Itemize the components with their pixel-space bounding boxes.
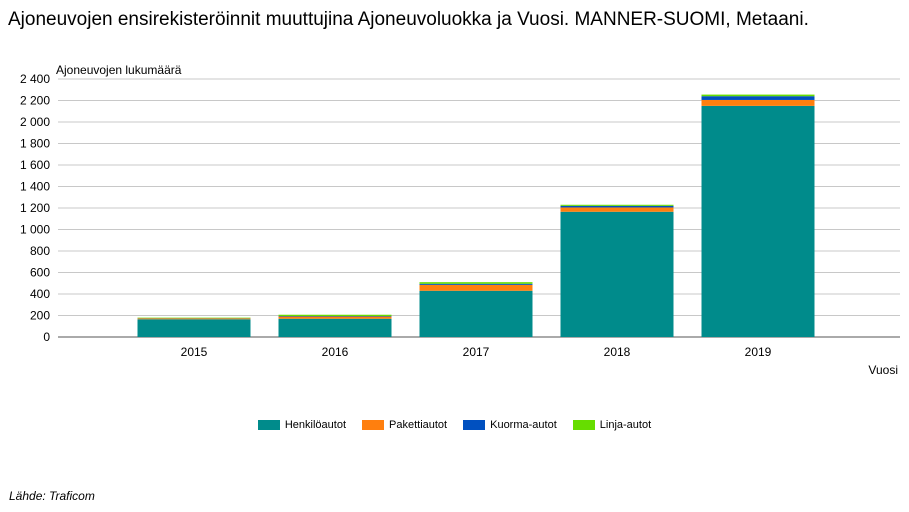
legend-item: Kuorma-autot	[463, 419, 557, 431]
legend-swatch	[463, 420, 486, 430]
legend-swatch	[572, 420, 595, 430]
legend-item: Linja-autot	[572, 419, 652, 431]
bar-segment	[137, 318, 251, 320]
bar-segment	[560, 207, 674, 212]
x-tick-label: 2016	[322, 345, 349, 359]
y-tick-label: 1 200	[20, 201, 50, 215]
y-tick-label: 2 000	[20, 115, 50, 129]
bar-segment	[278, 316, 392, 317]
legend-swatch	[362, 420, 385, 430]
bar-stack-2016	[278, 314, 392, 337]
x-tick-label: 2019	[745, 345, 772, 359]
y-axis-label: Ajoneuvojen lukumäärä	[56, 63, 182, 77]
bar-stack-2019	[701, 94, 815, 337]
y-tick-label: 1 800	[20, 137, 50, 151]
bar-segment	[137, 319, 251, 337]
y-tick-label: 1 600	[20, 158, 50, 172]
bar-stacks	[137, 94, 815, 337]
bar-segment	[419, 283, 533, 285]
legend-label: Pakettiautot	[389, 419, 448, 431]
legend-item: Pakettiautot	[362, 419, 447, 431]
bar-segment	[278, 316, 392, 319]
legend: Henkilöautot Pakettiautot Kuorma-autot Linj…	[0, 419, 909, 431]
x-axis-label: Vuosi	[868, 363, 898, 377]
source-note: Lähde: Traficom	[9, 489, 95, 503]
bar-segment	[560, 205, 674, 208]
bar-stack-2018	[560, 204, 674, 337]
chart-title: Ajoneuvojen ensirekisteröinnit muuttujin…	[8, 9, 809, 30]
bar-segment	[278, 314, 392, 317]
x-tick-label: 2015	[181, 345, 208, 359]
y-tick-label: 1 000	[20, 223, 50, 237]
y-tick-label: 0	[43, 330, 50, 344]
bar-segment	[419, 282, 533, 284]
x-axis-ticks: 2015 2016 2017 2018 2019	[181, 345, 772, 359]
bar-segment	[560, 204, 674, 206]
y-tick-label: 600	[30, 266, 50, 280]
y-tick-label: 800	[30, 244, 50, 258]
bar-segment	[701, 105, 815, 337]
x-tick-label: 2017	[463, 345, 490, 359]
bar-segment	[278, 318, 392, 337]
bar-stack-2017	[419, 282, 533, 337]
bar-segment	[701, 99, 815, 106]
y-tick-label: 200	[30, 309, 50, 323]
y-axis-ticks: 0 200 400 600 800 1 000 1 200 1 400 1 600 1 800 2 …	[20, 72, 50, 344]
y-tick-label: 2 200	[20, 94, 50, 108]
bar-segment	[701, 96, 815, 100]
legend-swatch	[257, 420, 280, 430]
bar-segment	[419, 290, 533, 337]
x-tick-label: 2018	[604, 345, 631, 359]
bar-stack-2015	[137, 317, 251, 337]
legend-label: Henkilöautot	[284, 419, 347, 431]
bar-segment	[701, 94, 815, 97]
bar-segment	[137, 317, 251, 319]
legend-label: Kuorma-autot	[490, 419, 557, 431]
legend-item: Henkilöautot	[257, 419, 347, 431]
bar-segment	[419, 284, 533, 291]
y-tick-label: 400	[30, 287, 50, 301]
legend-label: Linja-autot	[599, 419, 652, 431]
y-tick-label: 1 400	[20, 180, 50, 194]
bar-segment	[560, 211, 674, 337]
y-tick-label: 2 400	[20, 72, 50, 86]
